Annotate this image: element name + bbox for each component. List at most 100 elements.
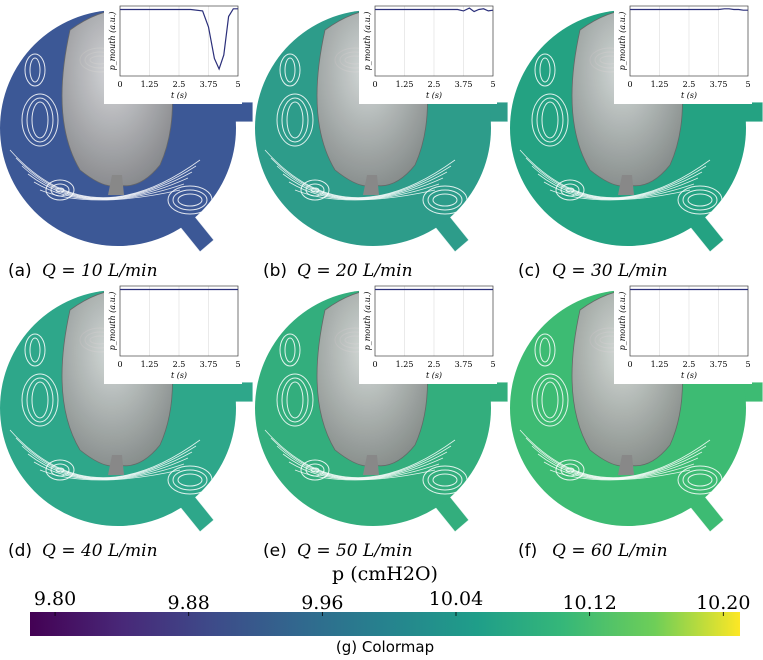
streamline	[172, 189, 208, 211]
streamline	[432, 473, 458, 487]
panel-caption: Q = 30 L/min	[552, 261, 668, 281]
panel-label: (d)	[8, 541, 32, 561]
streamline	[536, 97, 564, 143]
panel-caption: Q = 60 L/min	[552, 541, 668, 561]
streamline	[549, 469, 691, 481]
streamline	[9, 149, 201, 198]
colorbar-tick-label: 10.12	[562, 592, 616, 614]
x-axis-label: t (s)	[681, 91, 697, 100]
streamline	[9, 429, 201, 478]
trachea	[618, 455, 634, 475]
streamline	[281, 377, 309, 423]
streamline	[177, 473, 203, 487]
streamline	[677, 465, 723, 495]
streamline	[687, 473, 713, 487]
streamline	[264, 429, 456, 478]
streamline	[427, 189, 463, 211]
panel-caption: Q = 20 L/min	[297, 261, 413, 281]
inset-background	[104, 0, 242, 104]
inset-frame	[629, 5, 749, 77]
trachea	[618, 175, 634, 195]
colorbar-caption: (g) Colormap	[336, 638, 434, 656]
panel-label: (a)	[8, 261, 32, 281]
streamline	[539, 57, 551, 83]
panel-label: (c)	[518, 261, 541, 281]
panel-caption: Q = 10 L/min	[42, 261, 158, 281]
inset-background	[614, 0, 752, 104]
streamline	[541, 381, 559, 419]
x-tick-label: 2.5	[173, 80, 186, 89]
streamline	[31, 381, 49, 419]
x-tick-label: 0	[627, 360, 632, 369]
streamline	[427, 469, 463, 491]
inset-frame	[374, 5, 494, 77]
panel-caption: Q = 40 L/min	[42, 541, 158, 561]
x-tick-label: 0	[117, 360, 122, 369]
streamline	[21, 93, 59, 147]
streamline	[549, 189, 691, 201]
trachea	[108, 455, 124, 475]
streamline	[288, 181, 440, 200]
x-tick-label: 0	[372, 360, 377, 369]
x-tick-label: 1.25	[396, 360, 414, 369]
colorbar-tick-label: 9.88	[168, 592, 210, 614]
streamline	[536, 377, 564, 423]
streamline	[531, 373, 569, 427]
streamline	[531, 93, 569, 147]
streamline	[555, 179, 585, 201]
y-axis-label: p_mouth (a.u.)	[363, 12, 372, 71]
colorbar	[30, 612, 740, 636]
streamline	[167, 185, 213, 215]
x-tick-label: 2.5	[683, 80, 696, 89]
x-tick-label: 5	[235, 360, 240, 369]
streamline	[432, 193, 458, 207]
y-axis-label: p_mouth (a.u.)	[618, 12, 627, 71]
panel-label: (f)	[518, 541, 537, 561]
panel: 0 1.25 2.5 3.75 5 t (s) p_mouth (a.u.) (b) Q = 2…	[255, 0, 509, 281]
streamline	[45, 459, 75, 481]
streamline	[519, 429, 711, 478]
streamline	[519, 149, 711, 198]
streamline	[279, 333, 301, 367]
streamline	[39, 189, 181, 201]
streamline	[288, 461, 440, 480]
streamline	[422, 185, 468, 215]
streamline	[15, 157, 197, 199]
inset-frame	[629, 285, 749, 357]
y-axis-label: p_mouth (a.u.)	[363, 292, 372, 351]
streamline	[286, 101, 304, 139]
x-tick-label: 5	[490, 360, 495, 369]
inset-frame	[119, 5, 239, 77]
streamline	[21, 373, 59, 427]
streamline	[15, 437, 197, 479]
streamline	[543, 181, 695, 200]
colorbar-tick-label: 9.80	[34, 588, 76, 610]
colorbar-tick-label: 10.20	[696, 592, 750, 614]
x-tick-label: 3.75	[710, 80, 728, 89]
inset-background	[104, 280, 242, 384]
panel-label: (e)	[263, 541, 287, 561]
panel-caption: Q = 50 L/min	[297, 541, 413, 561]
x-tick-label: 0	[117, 80, 122, 89]
panel: 0 1.25 2.5 3.75 5 t (s) p_mouth (a.u.) (d) Q = 4…	[0, 280, 254, 561]
streamline	[682, 189, 718, 211]
streamline	[270, 437, 452, 479]
x-axis-label: t (s)	[426, 91, 442, 100]
y-axis-label: p_mouth (a.u.)	[618, 292, 627, 351]
inset-line	[375, 7, 494, 13]
x-tick-label: 3.75	[455, 80, 473, 89]
inset-line	[630, 8, 748, 11]
x-tick-label: 5	[745, 360, 750, 369]
trachea	[108, 175, 124, 195]
x-tick-label: 2.5	[683, 360, 696, 369]
colorbar-tick-label: 9.96	[301, 592, 343, 614]
streamline	[39, 469, 181, 481]
streamline	[282, 453, 444, 480]
inset-background	[359, 280, 497, 384]
streamline	[29, 57, 41, 83]
streamline	[276, 165, 448, 199]
streamline	[172, 469, 208, 491]
streamline	[167, 465, 213, 495]
streamline	[525, 437, 707, 479]
panel: 0 1.25 2.5 3.75 5 t (s) p_mouth (a.u.) (c) Q = 3…	[510, 0, 763, 281]
